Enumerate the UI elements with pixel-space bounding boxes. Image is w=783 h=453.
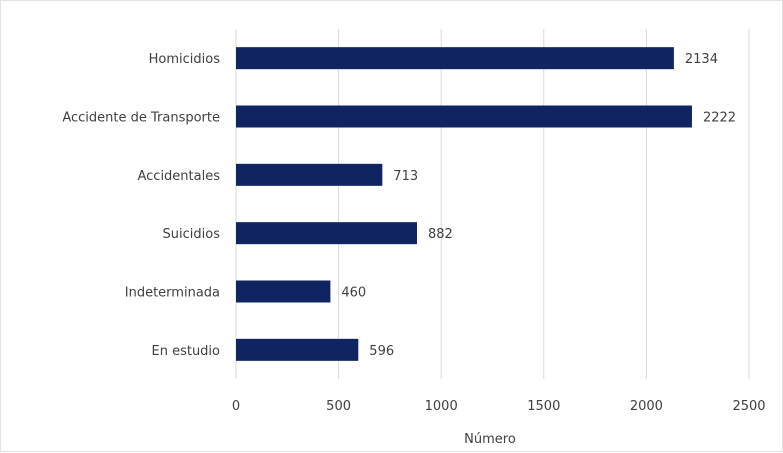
bar-homicidios [236, 47, 674, 70]
bars [236, 47, 692, 361]
x-tick-label: 500 [326, 399, 351, 414]
x-tick-label: 1500 [527, 399, 560, 414]
bar-indeterminada [236, 280, 331, 303]
category-label: En estudio [151, 344, 220, 359]
category-label: Homicidios [149, 52, 221, 67]
bar-accidente-de-transporte [236, 105, 692, 128]
category-label: Accidentales [137, 169, 220, 184]
category-label: Suicidios [163, 227, 221, 242]
x-tick-label: 2000 [630, 399, 663, 414]
x-tick-label: 2500 [732, 399, 765, 414]
x-tick-label: 1000 [425, 399, 458, 414]
x-axis-title: Número [464, 432, 516, 447]
category-label: Indeterminada [125, 286, 220, 301]
category-label: Accidente de Transporte [62, 111, 220, 126]
value-label: 2222 [703, 111, 736, 126]
bar-accidentales [236, 163, 383, 186]
gridlines [235, 29, 750, 379]
x-tick-label: 0 [232, 399, 240, 414]
value-label: 596 [369, 344, 394, 359]
bar-suicidios [236, 222, 417, 245]
bar-en-estudio [236, 338, 359, 361]
category-labels: Homicidios Accidente de Transporte Acciden… [62, 52, 220, 359]
value-label: 882 [428, 227, 453, 242]
x-tick-labels: 0 500 1000 1500 2000 2500 [232, 399, 766, 414]
value-labels: 2134 2222 713 882 460 596 [341, 52, 736, 359]
value-label: 460 [341, 286, 366, 301]
value-label: 2134 [685, 52, 718, 67]
value-label: 713 [393, 169, 418, 184]
